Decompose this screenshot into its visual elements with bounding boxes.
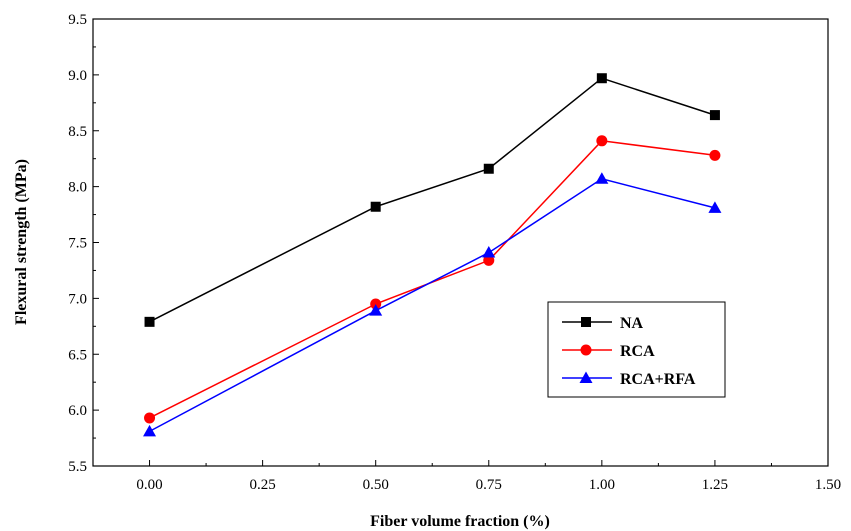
- x-tick-label: 0.00: [136, 477, 162, 493]
- x-tick-label: 0.50: [363, 477, 389, 493]
- data-point: [596, 135, 608, 147]
- legend-label-rca-rfa: RCA+RFA: [620, 371, 696, 388]
- data-point: [369, 304, 383, 316]
- data-point: [144, 316, 155, 327]
- x-tick-label: 1.00: [589, 477, 615, 493]
- x-axis-title: Fiber volume fraction (%): [370, 513, 550, 530]
- legend-label-na: NA: [620, 315, 644, 332]
- series-line: [149, 77, 716, 323]
- legend-marker-na: [581, 317, 591, 327]
- y-tick-label: 6.0: [68, 403, 87, 419]
- y-tick-label: 7.0: [68, 291, 87, 307]
- data-point: [595, 172, 609, 184]
- y-axis-title: Flexural strength (MPa): [13, 159, 30, 325]
- legend: NA RCA RCA+RFA: [547, 301, 726, 398]
- y-tick-label: 8.5: [68, 124, 87, 140]
- data-point: [596, 73, 607, 84]
- x-tick-label: 0.25: [249, 477, 275, 493]
- data-point: [708, 201, 722, 213]
- data-point: [143, 424, 157, 437]
- series-rca-rfa: [143, 172, 722, 437]
- y-tick-label: 9.0: [68, 68, 87, 84]
- y-tick-label: 9.5: [68, 12, 87, 28]
- data-point: [709, 110, 720, 121]
- y-axis: 5.5 6.0 6.5 7.0 7.5 8.0 8.5 9.0 9.5: [68, 12, 99, 475]
- y-tick-label: 7.5: [68, 236, 87, 252]
- series-layer: [143, 73, 722, 437]
- data-point: [483, 254, 495, 266]
- data-point: [370, 201, 381, 212]
- x-tick-label: 1.50: [815, 477, 841, 493]
- data-point: [483, 163, 494, 174]
- legend-marker-rca-rfa: [579, 371, 593, 383]
- x-tick-label: 1.25: [702, 477, 728, 493]
- series-na: [144, 73, 720, 327]
- data-point: [144, 412, 156, 424]
- data-point: [370, 298, 382, 310]
- x-axis: 0.00 0.25 0.50 0.75 1.00 1.25 1.50: [136, 460, 841, 493]
- series-rca: [144, 135, 721, 424]
- x-tick-label: 0.75: [476, 477, 502, 493]
- y-tick-label: 6.5: [68, 347, 87, 363]
- y-tick-label: 8.0: [68, 180, 87, 196]
- data-point: [482, 246, 496, 258]
- plot-frame: [92, 18, 829, 467]
- y-tick-label: 5.5: [68, 459, 87, 475]
- legend-label-rca: RCA: [620, 343, 655, 360]
- data-point: [709, 149, 721, 161]
- legend-marker-rca: [580, 344, 592, 356]
